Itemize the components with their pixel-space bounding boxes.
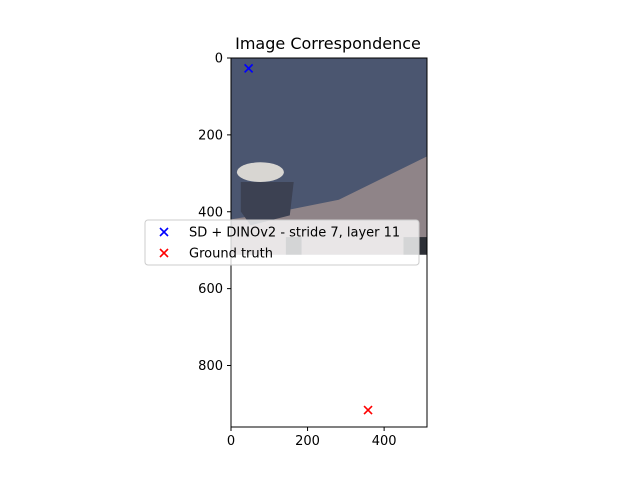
y-axis-ticks: 0 200 400 600 800 xyxy=(198,52,231,374)
x-tick-label: 0 xyxy=(227,434,235,449)
y-tick-label: 600 xyxy=(198,282,223,297)
legend-label: Ground truth xyxy=(189,247,273,262)
scatter-points xyxy=(244,63,373,415)
image-object-highlight xyxy=(236,162,284,182)
chart-title: Image Correspondence xyxy=(235,34,421,53)
y-tick-label: 200 xyxy=(198,128,223,143)
legend: SD + DINOv2 - stride 7, layer 11 Ground t… xyxy=(144,219,420,266)
data-point xyxy=(363,405,373,415)
legend-box xyxy=(144,219,420,266)
legend-marker xyxy=(159,248,169,258)
y-tick-label: 400 xyxy=(198,205,223,220)
data-point xyxy=(244,63,254,73)
image-object-shadow xyxy=(240,182,294,226)
y-tick-label: 0 xyxy=(215,52,223,67)
legend-label: SD + DINOv2 - stride 7, layer 11 xyxy=(189,226,400,241)
legend-marker xyxy=(159,227,169,237)
y-tick-label: 800 xyxy=(198,359,223,374)
x-tick-label: 200 xyxy=(295,434,320,449)
x-axis-ticks: 0 200 400 xyxy=(227,427,397,449)
x-tick-label: 400 xyxy=(372,434,397,449)
